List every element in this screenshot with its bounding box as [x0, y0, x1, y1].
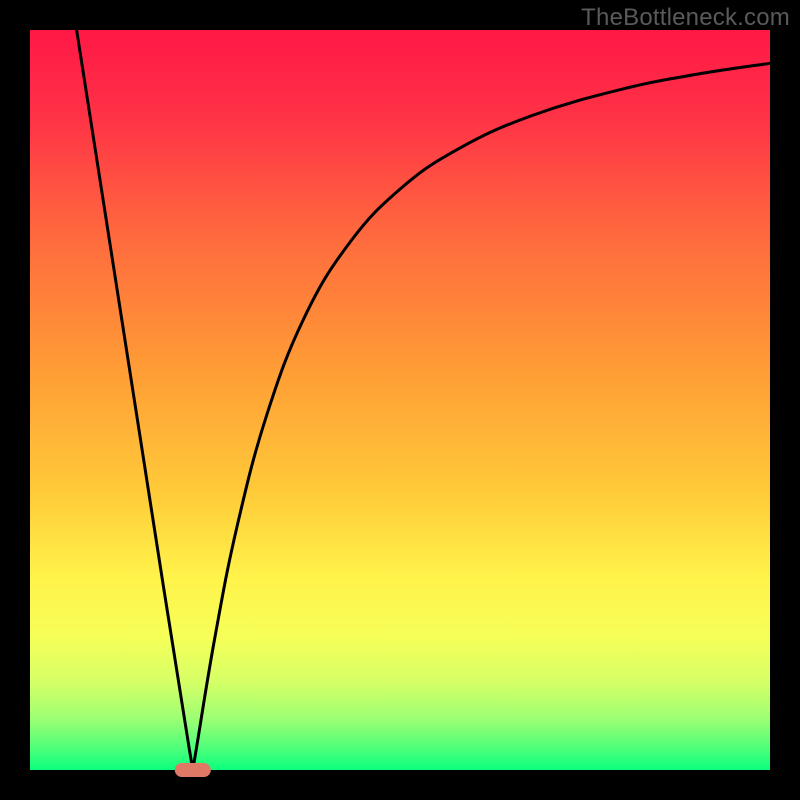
chart-root: TheBottleneck.com [0, 0, 800, 800]
chart-minimum-marker [175, 763, 211, 777]
bottleneck-chart [0, 0, 800, 800]
watermark-text: TheBottleneck.com [581, 4, 790, 32]
chart-plot-area [30, 30, 770, 770]
